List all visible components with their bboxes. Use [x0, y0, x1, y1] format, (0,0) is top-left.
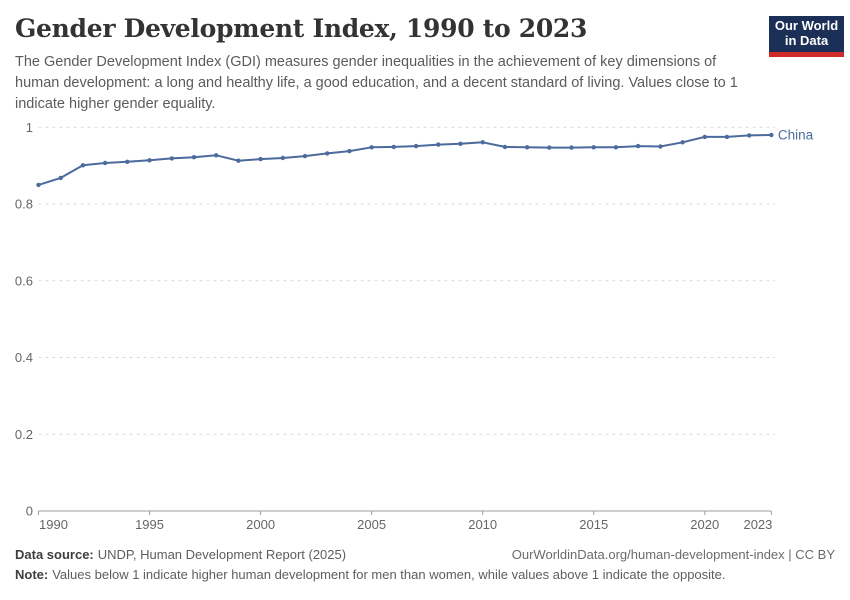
data-point — [724, 134, 730, 140]
data-point — [569, 145, 574, 150]
data-point — [391, 144, 396, 150]
data-point — [280, 155, 285, 161]
data-point — [214, 153, 219, 158]
x-tick-label: 2023 — [743, 517, 772, 532]
data-point — [658, 144, 663, 149]
footer-note-row: Note: Values below 1 indicate higher huma… — [15, 567, 835, 582]
footer-note-label: Note: — [15, 567, 49, 582]
y-tick-label: 1 — [26, 120, 33, 135]
data-point — [102, 160, 108, 166]
chart-header: Gender Development Index, 1990 to 2023 T… — [15, 14, 760, 115]
series-line — [37, 134, 773, 186]
data-point — [147, 158, 152, 163]
gridlines — [38, 126, 775, 435]
data-point — [302, 153, 308, 159]
y-tick-label: 0.8 — [15, 197, 33, 212]
chart-subtitle: The Gender Development Index (GDI) measu… — [15, 54, 738, 112]
data-point — [680, 140, 685, 145]
data-point — [769, 132, 774, 138]
data-point — [236, 158, 241, 163]
data-point — [258, 156, 263, 162]
data-point — [125, 159, 130, 164]
y-tick-label: 0.2 — [15, 427, 33, 442]
data-point — [502, 144, 508, 150]
footer-source: Data source: UNDP, Human Development Repo… — [15, 547, 346, 562]
data-point — [191, 155, 197, 160]
x-tick-label: 2005 — [357, 517, 386, 532]
data-point — [36, 182, 41, 188]
data-point — [169, 156, 174, 161]
x-tick-label: 1995 — [135, 517, 164, 532]
x-tick-label: 1990 — [39, 517, 68, 532]
data-point — [613, 145, 619, 150]
footer-note-text: Values below 1 indicate higher human dev… — [52, 567, 726, 582]
data-point — [635, 143, 641, 149]
footer-source-text: UNDP, Human Development Report (2025) — [97, 547, 347, 562]
series-end-label: China — [778, 127, 814, 142]
y-tick-label: 0.4 — [15, 350, 33, 365]
data-point — [480, 140, 485, 145]
data-point — [58, 175, 63, 181]
data-point — [80, 163, 86, 168]
owid-logo-line1: Our World — [774, 18, 839, 33]
data-point — [524, 145, 530, 150]
data-point — [369, 145, 374, 150]
data-point — [413, 143, 419, 149]
series-points — [36, 132, 774, 188]
data-point — [458, 141, 463, 146]
x-tick-label: 2000 — [246, 517, 275, 532]
data-point — [702, 134, 707, 140]
data-point — [347, 148, 352, 154]
data-point — [547, 145, 552, 150]
y-axis-labels: 0 0.2 0.4 0.6 0.8 1 — [15, 120, 33, 519]
x-tick-label: 2010 — [468, 517, 497, 532]
y-tick-label: 0 — [26, 504, 33, 519]
owid-logo-line2: in Data — [784, 32, 829, 48]
data-point — [591, 145, 596, 150]
data-point — [747, 133, 752, 138]
footer-citation-link[interactable]: OurWorldinData.org/human-development-ind… — [511, 547, 835, 562]
x-tick-label: 2020 — [690, 517, 719, 532]
y-tick-label: 0.6 — [15, 273, 33, 288]
chart-footer: Data source: UNDP, Human Development Repo… — [15, 547, 835, 582]
x-axis-labels: 1990 1995 2000 2005 2010 2015 2020 2023 — [39, 517, 772, 532]
footer-source-label: Data source: — [15, 547, 94, 562]
x-axis — [38, 510, 772, 515]
owid-logo[interactable]: Our World in Data — [769, 16, 844, 57]
chart-title: Gender Development Index, 1990 to 2023 — [15, 14, 588, 43]
x-tick-label: 2015 — [579, 517, 608, 532]
data-point — [325, 151, 330, 156]
footer-source-row: Data source: UNDP, Human Development Repo… — [15, 547, 835, 562]
data-point — [436, 142, 441, 147]
